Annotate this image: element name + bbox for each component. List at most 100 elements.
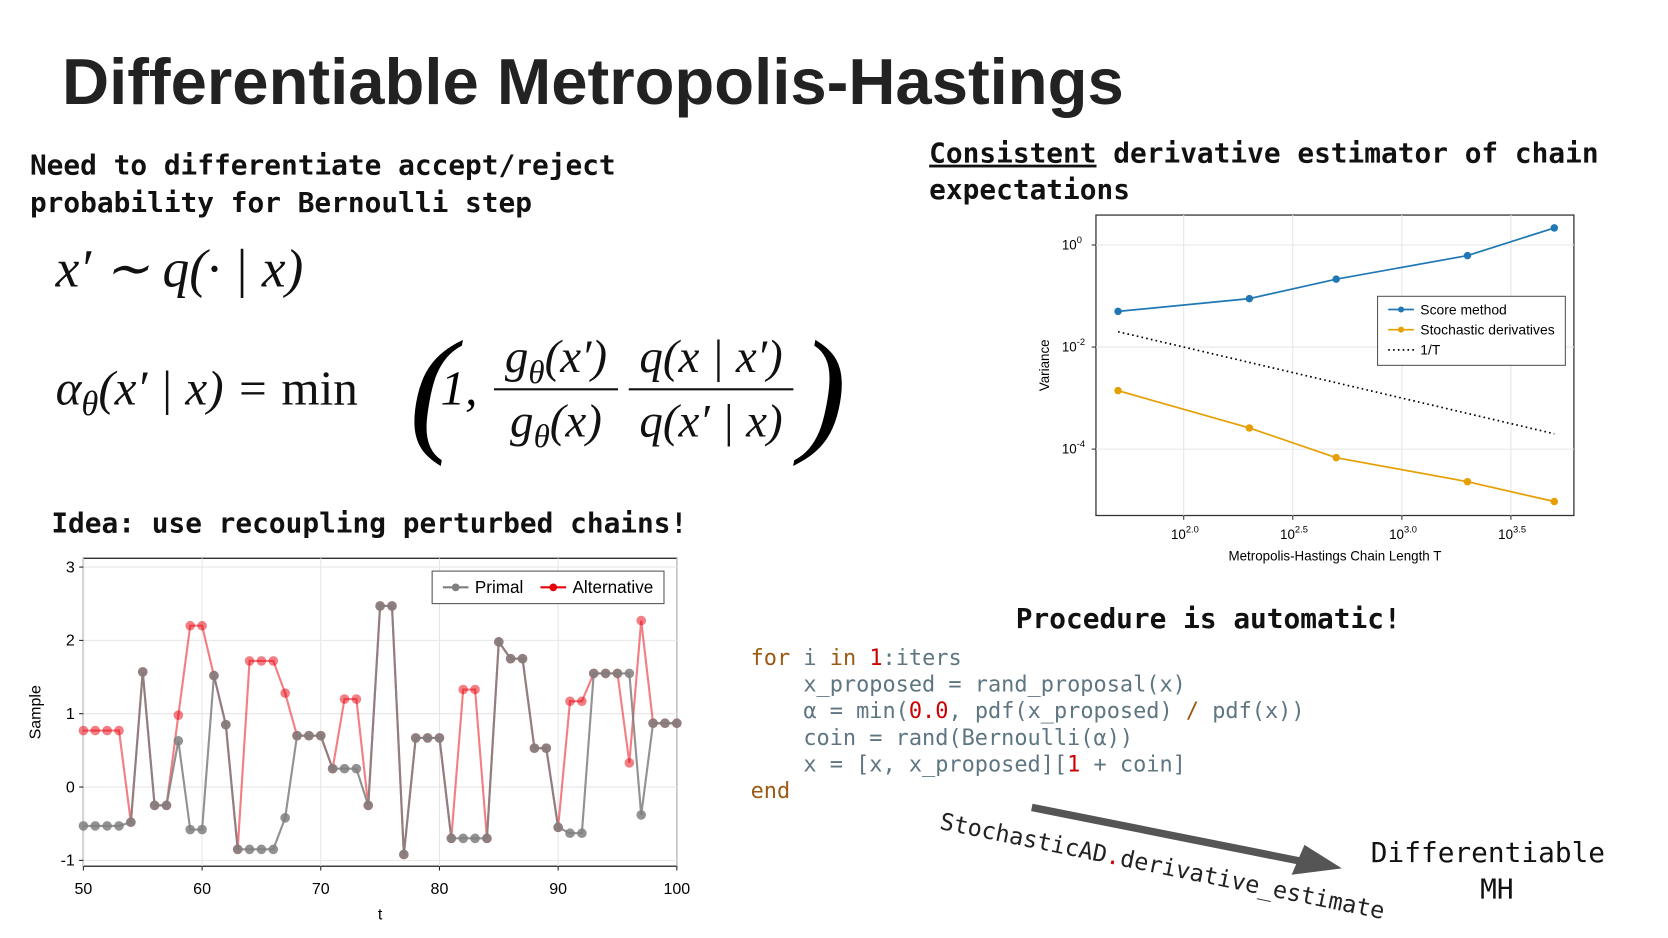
- data-point: [78, 725, 89, 736]
- formula-part: q(x′ | x): [639, 395, 782, 447]
- arrow-shaft: [1031, 803, 1300, 865]
- formula-part: x′ ∼ q(· | x): [55, 239, 304, 299]
- data-point: [351, 694, 362, 704]
- x-tick-label: 10: [1498, 527, 1513, 542]
- code-token: [856, 646, 869, 671]
- data-point: [482, 833, 492, 844]
- data-point: [126, 817, 136, 828]
- data-point: [577, 696, 587, 707]
- data-point: [137, 667, 148, 677]
- legend: Score method Stochastic derivatives 1/T: [1377, 295, 1566, 366]
- result-text: Differentiable: [1371, 836, 1605, 869]
- legend-item: Score method: [1388, 301, 1507, 317]
- legend-item: Primal: [442, 578, 523, 597]
- legend-marker: [1398, 326, 1405, 333]
- y-tick-exponent: -2: [1077, 337, 1085, 347]
- data-point: [636, 810, 647, 820]
- legend-marker: [549, 583, 558, 592]
- code-line: end: [751, 779, 791, 804]
- formula: x′ ∼ q(· | x): [55, 239, 304, 299]
- data-point: [90, 821, 101, 831]
- data-point: [197, 620, 207, 631]
- data-point: [434, 733, 445, 743]
- data-point: [1550, 497, 1559, 506]
- legend-item: 1/T: [1388, 342, 1441, 358]
- data-point: [327, 763, 338, 774]
- formula-part: (x′): [545, 331, 608, 383]
- code-token: x_proposed = rand_proposal(x): [751, 673, 1186, 698]
- data-point: [422, 733, 433, 743]
- x-tick-label: 10: [1389, 527, 1404, 542]
- arrow-head: [1291, 844, 1342, 875]
- data-point: [173, 736, 184, 746]
- data-point: [1245, 424, 1254, 432]
- code-token: 1: [1067, 752, 1080, 777]
- x-tick-label: 100: [663, 880, 690, 898]
- data-point: [565, 828, 575, 839]
- data-point: [660, 718, 670, 729]
- x-tick-label: 70: [312, 880, 330, 898]
- data-point: [244, 844, 255, 855]
- formula-part: min: [281, 360, 357, 415]
- data-point: [399, 849, 409, 860]
- slide-title: Differentiable Metropolis-Hastings: [62, 45, 1124, 118]
- x-tick-exponent: 2.5: [1295, 525, 1308, 535]
- data-point: [78, 821, 89, 831]
- code-token: in: [830, 646, 856, 671]
- chart: 50 60 70 80 90 100 -1 0 1 2 3 t Sample Primal Alternat…: [27, 557, 690, 924]
- data-point: [256, 844, 267, 855]
- y-tick-exponent: 0: [1077, 235, 1082, 245]
- y-axis-label: Variance: [1037, 339, 1052, 391]
- code-line: x = [x, x_proposed][1 + coin]: [751, 752, 1186, 777]
- x-axis-label: t: [378, 906, 383, 924]
- procedure-heading: Procedure is automatic!: [1016, 602, 1401, 635]
- data-point: [470, 684, 480, 695]
- y-tick-label: 10: [1062, 237, 1077, 252]
- code-token: α = min(: [751, 699, 909, 724]
- data-point: [672, 718, 682, 729]
- legend-label: Primal: [475, 578, 523, 597]
- y-tick-label: 0: [66, 778, 75, 796]
- legend-label: Stochastic derivatives: [1420, 321, 1554, 337]
- data-point: [1463, 251, 1472, 260]
- formula-part: α: [56, 360, 83, 415]
- data-point: [458, 833, 469, 844]
- legend-label: 1/T: [1420, 342, 1441, 358]
- data-point: [292, 730, 302, 741]
- code-token: .: [1104, 841, 1123, 871]
- data-point: [505, 653, 516, 664]
- idea-heading: Idea: use recoupling perturbed chains!: [51, 507, 687, 540]
- formula: q(x′ | x): [639, 395, 782, 447]
- data-point: [529, 743, 540, 753]
- data-point: [387, 601, 397, 611]
- legend-marker: [1398, 306, 1405, 313]
- legend-marker: [451, 583, 460, 592]
- right-heading: Consistent derivative estimator of chain: [929, 137, 1598, 170]
- data-point: [351, 763, 362, 774]
- data-point: [541, 743, 552, 753]
- code-token: + coin]: [1080, 752, 1186, 777]
- data-point: [648, 718, 658, 729]
- data-point: [114, 725, 124, 736]
- data-point: [410, 733, 421, 743]
- x-tick-exponent: 3.0: [1404, 525, 1417, 535]
- y-tick-label: 10: [1062, 339, 1077, 354]
- code-token: /: [1186, 699, 1199, 724]
- code-line: for i in 1:iters: [751, 646, 962, 671]
- data-point: [600, 668, 611, 679]
- data-point: [1332, 453, 1340, 462]
- data-point: [1550, 224, 1559, 232]
- data-point: [102, 821, 112, 831]
- data-point: [624, 668, 635, 679]
- data-point: [185, 620, 196, 631]
- y-tick-exponent: -4: [1077, 439, 1085, 449]
- data-point: [1114, 307, 1122, 316]
- heading-rest: derivative estimator of chain: [1097, 137, 1599, 170]
- heading-line: probability for Bernoulli step: [30, 186, 532, 219]
- data-point: [588, 668, 599, 679]
- data-point: [256, 656, 267, 666]
- code-line: x_proposed = rand_proposal(x): [751, 673, 1186, 698]
- data-point: [90, 725, 101, 736]
- underlined-word: Consistent: [929, 137, 1096, 170]
- data-point: [280, 688, 290, 698]
